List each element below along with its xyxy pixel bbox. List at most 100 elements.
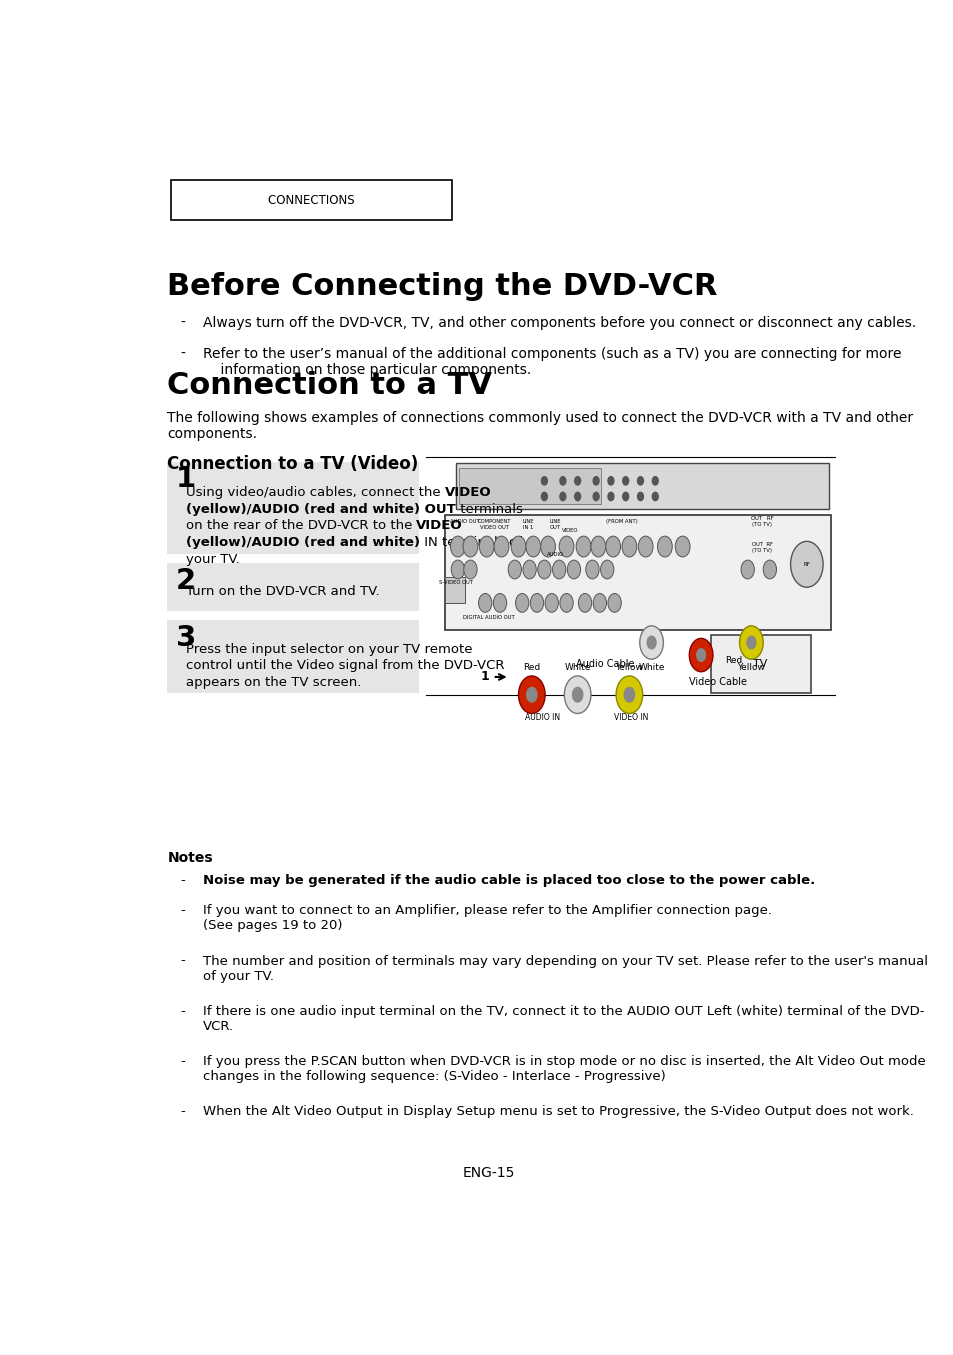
Text: OUT  RF
(TO TV): OUT RF (TO TV) bbox=[751, 542, 772, 553]
Circle shape bbox=[637, 492, 642, 500]
Text: VIDEO IN: VIDEO IN bbox=[614, 714, 648, 722]
Circle shape bbox=[567, 560, 580, 579]
Circle shape bbox=[593, 492, 598, 500]
Text: -: - bbox=[180, 1054, 185, 1068]
Circle shape bbox=[478, 593, 492, 612]
Text: The following shows examples of connections commonly used to connect the DVD-VCR: The following shows examples of connecti… bbox=[167, 411, 912, 442]
Circle shape bbox=[576, 537, 590, 557]
Circle shape bbox=[564, 676, 590, 714]
Circle shape bbox=[622, 492, 628, 500]
Text: If you press the P.SCAN button when DVD-VCR is in stop mode or no disc is insert: If you press the P.SCAN button when DVD-… bbox=[203, 1054, 924, 1083]
Text: on the rear of the DVD-VCR to the: on the rear of the DVD-VCR to the bbox=[186, 519, 416, 533]
Circle shape bbox=[559, 593, 573, 612]
Text: -: - bbox=[180, 874, 185, 888]
Text: The number and position of terminals may vary depending on your TV set. Please r: The number and position of terminals may… bbox=[203, 954, 927, 982]
Text: AUDIO: AUDIO bbox=[546, 551, 563, 557]
Text: -: - bbox=[180, 954, 185, 967]
Text: TV: TV bbox=[752, 660, 766, 669]
Circle shape bbox=[739, 626, 762, 660]
Circle shape bbox=[463, 560, 476, 579]
Circle shape bbox=[607, 477, 613, 485]
Circle shape bbox=[762, 560, 776, 579]
Text: (FROM ANT): (FROM ANT) bbox=[605, 519, 638, 524]
Text: When the Alt Video Output in Display Setup menu is set to Progressive, the S-Vid: When the Alt Video Output in Display Set… bbox=[203, 1104, 913, 1118]
Text: Audio Cable: Audio Cable bbox=[576, 660, 634, 669]
Circle shape bbox=[607, 492, 613, 500]
Circle shape bbox=[652, 492, 658, 500]
Circle shape bbox=[450, 537, 465, 557]
Circle shape bbox=[559, 492, 565, 500]
Circle shape bbox=[558, 537, 574, 557]
Text: 1: 1 bbox=[479, 671, 488, 683]
Text: Refer to the user’s manual of the additional components (such as a TV) you are c: Refer to the user’s manual of the additi… bbox=[203, 347, 901, 378]
Text: AUDIO OUT: AUDIO OUT bbox=[450, 519, 479, 524]
Circle shape bbox=[462, 537, 477, 557]
Circle shape bbox=[530, 593, 543, 612]
Circle shape bbox=[572, 687, 582, 702]
Text: (yellow)/AUDIO (red and white): (yellow)/AUDIO (red and white) bbox=[186, 537, 419, 549]
Text: C​O​N​N​E​C​T​I​O​N​S: C​O​N​N​E​C​T​I​O​N​S bbox=[268, 194, 355, 207]
Circle shape bbox=[637, 477, 642, 485]
Circle shape bbox=[646, 637, 656, 649]
Bar bbox=[459, 469, 600, 504]
Circle shape bbox=[518, 676, 544, 714]
Circle shape bbox=[657, 537, 672, 557]
Text: Using video/audio cables, connect the: Using video/audio cables, connect the bbox=[186, 486, 444, 499]
Text: terminals: terminals bbox=[456, 503, 522, 516]
Text: VIDEO: VIDEO bbox=[444, 486, 491, 499]
Text: LINE
IN 1: LINE IN 1 bbox=[522, 519, 534, 530]
Circle shape bbox=[541, 492, 547, 500]
Circle shape bbox=[508, 560, 521, 579]
Text: Yellow: Yellow bbox=[615, 663, 642, 672]
Text: Turn on the DVD-VCR and TV.: Turn on the DVD-VCR and TV. bbox=[186, 585, 379, 598]
Circle shape bbox=[607, 593, 620, 612]
Circle shape bbox=[537, 560, 551, 579]
Text: IN terminals of: IN terminals of bbox=[419, 537, 521, 549]
Text: -: - bbox=[180, 1004, 185, 1018]
Circle shape bbox=[639, 626, 662, 660]
Circle shape bbox=[552, 560, 565, 579]
Text: DIGITAL AUDIO OUT: DIGITAL AUDIO OUT bbox=[462, 615, 515, 621]
Text: Notes: Notes bbox=[167, 851, 213, 866]
Circle shape bbox=[574, 492, 580, 500]
Text: Red: Red bbox=[724, 656, 742, 665]
Circle shape bbox=[790, 542, 822, 587]
Bar bbox=[167, 619, 418, 692]
Text: 1: 1 bbox=[176, 465, 196, 493]
Circle shape bbox=[652, 477, 658, 485]
Circle shape bbox=[540, 537, 555, 557]
Bar bbox=[167, 462, 418, 554]
Circle shape bbox=[478, 537, 494, 557]
Bar bbox=[167, 564, 418, 611]
Text: -: - bbox=[180, 904, 185, 917]
Text: If you want to connect to an Amplifier, please refer to the Amplifier connection: If you want to connect to an Amplifier, … bbox=[203, 904, 771, 932]
Text: appears on the TV screen.: appears on the TV screen. bbox=[186, 676, 361, 688]
Circle shape bbox=[526, 687, 537, 702]
Text: Press the input selector on your TV remote: Press the input selector on your TV remo… bbox=[186, 642, 472, 656]
Text: VIDEO: VIDEO bbox=[416, 519, 462, 533]
Circle shape bbox=[746, 637, 755, 649]
Circle shape bbox=[621, 537, 636, 557]
Text: control until the Video signal from the DVD-VCR: control until the Video signal from the … bbox=[186, 660, 504, 672]
Bar bbox=[710, 635, 810, 692]
Circle shape bbox=[696, 649, 705, 661]
Text: VIDEO: VIDEO bbox=[561, 528, 578, 533]
Text: S-VIDEO OUT: S-VIDEO OUT bbox=[438, 580, 473, 585]
Circle shape bbox=[616, 676, 642, 714]
Circle shape bbox=[511, 537, 525, 557]
Bar bbox=[444, 577, 465, 603]
Circle shape bbox=[623, 687, 634, 702]
Circle shape bbox=[559, 477, 565, 485]
Text: LINE
OUT: LINE OUT bbox=[549, 519, 560, 530]
Text: 3: 3 bbox=[176, 623, 196, 652]
Circle shape bbox=[574, 477, 580, 485]
Circle shape bbox=[600, 560, 613, 579]
Circle shape bbox=[525, 537, 540, 557]
Text: COMPONENT
VIDEO OUT: COMPONENT VIDEO OUT bbox=[476, 519, 510, 530]
Circle shape bbox=[590, 537, 605, 557]
Text: Always turn off the DVD-VCR, TV, and other components before you connect or disc: Always turn off the DVD-VCR, TV, and oth… bbox=[203, 316, 915, 331]
Circle shape bbox=[451, 560, 464, 579]
Text: If there is one audio input terminal on the TV, connect it to the AUDIO OUT Left: If there is one audio input terminal on … bbox=[203, 1004, 923, 1033]
Text: -: - bbox=[180, 1104, 185, 1118]
Text: -: - bbox=[180, 316, 185, 331]
